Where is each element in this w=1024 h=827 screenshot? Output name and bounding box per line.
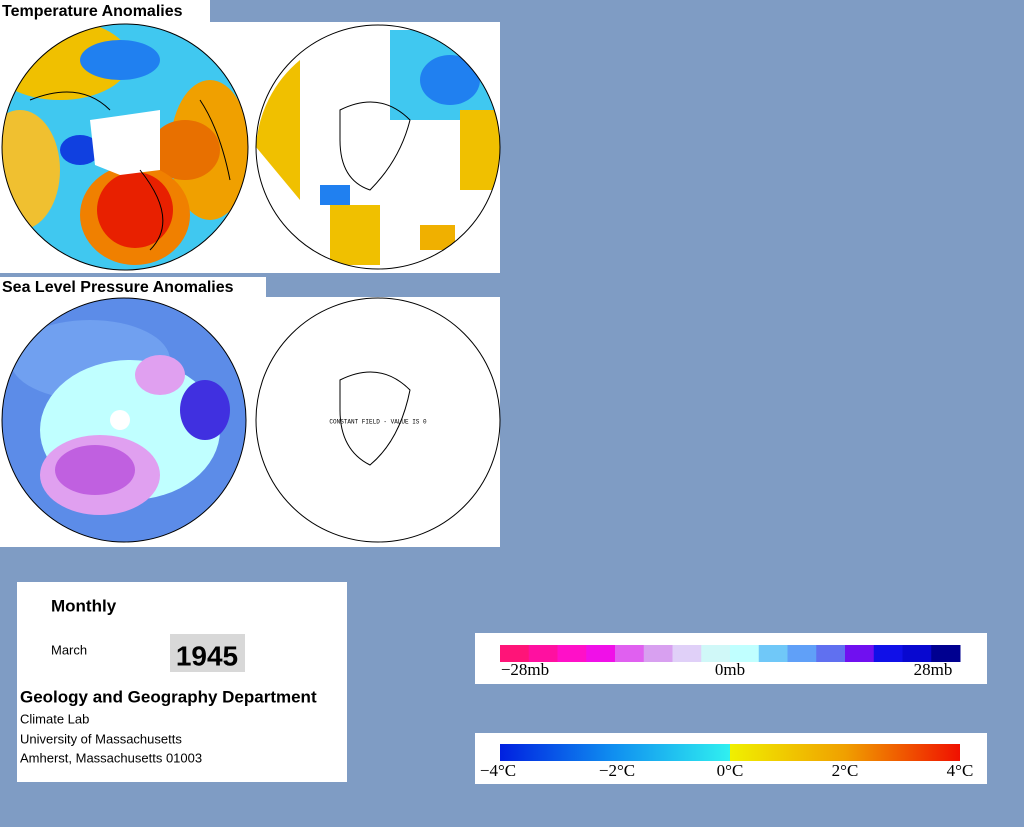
colorbar-segment xyxy=(586,645,616,662)
pressure-north-map xyxy=(2,298,246,542)
colorbar-segment xyxy=(845,645,875,662)
colorbar-segment xyxy=(730,645,760,662)
colorbar-segment xyxy=(873,645,903,662)
legend-label: 4°C xyxy=(947,761,974,780)
info-box xyxy=(17,582,347,782)
department: Geology and Geography Department xyxy=(20,687,317,706)
year: 1945 xyxy=(176,640,238,671)
colorbar-segment xyxy=(758,645,788,662)
globe-outline xyxy=(255,297,501,543)
panel-title: Sea Level Pressure Anomalies xyxy=(2,279,234,296)
legend-label: −2°C xyxy=(599,761,635,780)
map-note: CONSTANT FIELD - VALUE IS 0 xyxy=(329,419,427,426)
globe-outline xyxy=(1,23,249,271)
colorbar-segment xyxy=(500,645,530,662)
globe-outline xyxy=(1,297,247,543)
legend-label: 28mb xyxy=(914,660,953,679)
colorbar-segment xyxy=(701,645,731,662)
colorbar-segment xyxy=(816,645,846,662)
coastline xyxy=(339,371,411,466)
title-box xyxy=(0,277,266,297)
temperature-colorbar xyxy=(500,744,960,761)
year-box xyxy=(170,634,245,672)
colorbar-segment xyxy=(787,645,817,662)
colorbar-segment xyxy=(615,645,645,662)
colorbar-segment xyxy=(672,645,702,662)
legend-label: 0mb xyxy=(715,660,745,679)
colorbar-segment xyxy=(902,645,932,662)
legend-label: 0°C xyxy=(717,761,744,780)
title-box xyxy=(0,0,210,22)
legend-label: 2°C xyxy=(832,761,859,780)
info-line: Amherst, Massachusetts 01003 xyxy=(20,750,202,765)
period: Monthly xyxy=(51,596,117,615)
colorbar-segment xyxy=(643,645,673,662)
info-line: University of Massachusetts xyxy=(20,731,182,746)
colorbar-segment xyxy=(557,645,587,662)
pressure-colorbar xyxy=(500,645,961,662)
globe-outline xyxy=(255,24,501,270)
temperature-north-map xyxy=(2,24,248,270)
temperature-south-map xyxy=(256,25,500,269)
colorbar-segment xyxy=(931,645,961,662)
legend-label: −28mb xyxy=(501,660,549,679)
panel-title: Temperature Anomalies xyxy=(2,3,183,20)
month: March xyxy=(51,642,87,657)
legend-label: −4°C xyxy=(480,761,516,780)
info-line: Climate Lab xyxy=(20,711,89,726)
colorbar-segment xyxy=(528,645,558,662)
